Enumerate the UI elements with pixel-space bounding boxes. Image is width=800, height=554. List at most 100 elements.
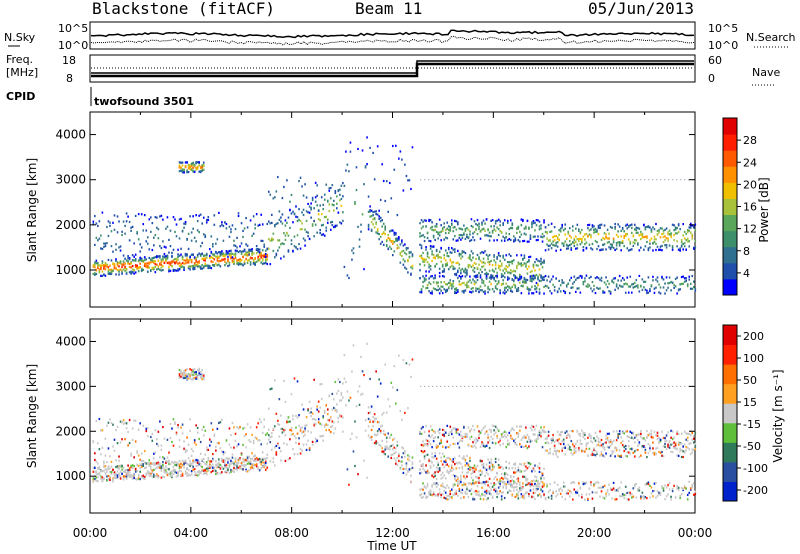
scatter-cell	[160, 258, 163, 261]
scatter-cell	[444, 497, 447, 500]
scatter-cell	[103, 469, 105, 473]
scatter-cell	[177, 474, 179, 478]
scatter-cell	[165, 259, 167, 262]
scatter-cell	[202, 163, 205, 166]
scatter-cell	[192, 370, 194, 373]
scatter-cell	[552, 490, 554, 493]
scatter-cell	[671, 281, 674, 285]
scatter-cell	[196, 255, 199, 258]
scatter-cell	[302, 430, 305, 433]
scatter-cell	[396, 456, 399, 460]
scatter-cell	[431, 494, 433, 497]
scatter-cell	[484, 250, 486, 253]
scatter-cell	[169, 472, 172, 475]
scatter-cell	[454, 477, 456, 480]
scatter-cell	[272, 197, 275, 200]
scatter-cell	[124, 421, 126, 424]
scatter-cell	[396, 237, 399, 240]
scatter-cell	[543, 429, 545, 432]
scatter-cell	[558, 450, 560, 453]
scatter-cell	[140, 213, 143, 216]
scatter-cell	[218, 461, 220, 465]
scatter-cell	[559, 431, 562, 434]
scatter-cell	[107, 447, 110, 450]
scatter-cell	[382, 231, 385, 234]
scatter-cell	[311, 418, 314, 421]
scatter-cell	[178, 376, 181, 379]
nsearch-trace	[90, 35, 695, 46]
scatter-cell	[500, 491, 503, 494]
scatter-cell	[360, 230, 362, 233]
scatter-cell	[169, 229, 172, 232]
scatter-cell	[425, 245, 427, 249]
scatter-cell	[177, 268, 179, 271]
scatter-cell	[192, 461, 194, 464]
scatter-cell	[447, 472, 450, 475]
scatter-cell	[212, 452, 214, 456]
scatter-cell	[466, 488, 468, 491]
scatter-cell	[213, 214, 216, 217]
scatter-cell	[491, 437, 494, 440]
scatter-cell	[482, 464, 485, 467]
scatter-cell	[375, 370, 377, 373]
scatter-cell	[478, 436, 480, 440]
scatter-cell	[694, 223, 697, 226]
scatter-cell	[650, 284, 653, 287]
scatter-cell	[106, 475, 108, 478]
scatter-cell	[646, 236, 648, 240]
scatter-cell	[228, 264, 231, 267]
scatter-cell	[263, 262, 266, 265]
nsky-label: N.Sky	[4, 31, 36, 44]
scatter-cell	[503, 276, 506, 279]
scatter-cell	[466, 462, 468, 465]
scatter-cell	[245, 254, 247, 257]
scatter-cell	[490, 283, 492, 286]
scatter-cell	[342, 181, 344, 185]
scatter-cell	[258, 251, 261, 254]
scatter-cell	[644, 245, 647, 248]
scatter-cell	[538, 482, 541, 485]
scatter-cell	[643, 286, 645, 289]
scatter-cell	[125, 427, 128, 430]
scatter-cell	[549, 483, 551, 486]
scatter-cell	[425, 258, 427, 261]
scatter-cell	[473, 498, 476, 501]
scatter-cell	[118, 269, 120, 272]
scatter-cell	[487, 484, 489, 487]
scatter-cell	[393, 250, 396, 253]
scatter-cell	[419, 472, 421, 475]
scatter-cell	[609, 243, 612, 246]
scatter-cell	[189, 215, 191, 218]
scatter-cell	[426, 453, 429, 456]
scatter-cell	[107, 478, 110, 481]
scatter-cell	[528, 492, 530, 496]
scatter-cell	[216, 465, 219, 468]
scatter-cell	[251, 457, 253, 461]
scatter-cell	[496, 495, 498, 499]
scatter-cell	[458, 433, 461, 436]
scatter-cell	[373, 210, 376, 213]
scatter-cell	[189, 164, 191, 167]
scatter-cell	[192, 215, 194, 218]
scatter-cell	[509, 434, 512, 437]
y-tick-label: 1000	[55, 263, 86, 277]
scatter-cell	[432, 277, 435, 280]
scatter-cell	[149, 474, 152, 477]
scatter-cell	[683, 242, 686, 245]
scatter-cell	[499, 437, 501, 441]
scatter-cell	[444, 446, 447, 449]
scatter-cell	[517, 480, 520, 483]
scatter-cell	[452, 261, 455, 264]
scatter-cell	[249, 466, 252, 469]
scatter-cell	[472, 466, 474, 470]
scatter-cell	[95, 479, 98, 482]
scatter-cell	[175, 461, 178, 464]
scatter-cell	[652, 249, 654, 252]
scatter-cell	[248, 259, 250, 262]
scatter-cell	[505, 264, 508, 268]
scatter-cell	[667, 233, 669, 236]
scatter-cell	[258, 223, 261, 226]
scatter-cell	[254, 458, 256, 461]
scatter-cell	[104, 465, 107, 468]
scatter-cell	[242, 235, 244, 239]
